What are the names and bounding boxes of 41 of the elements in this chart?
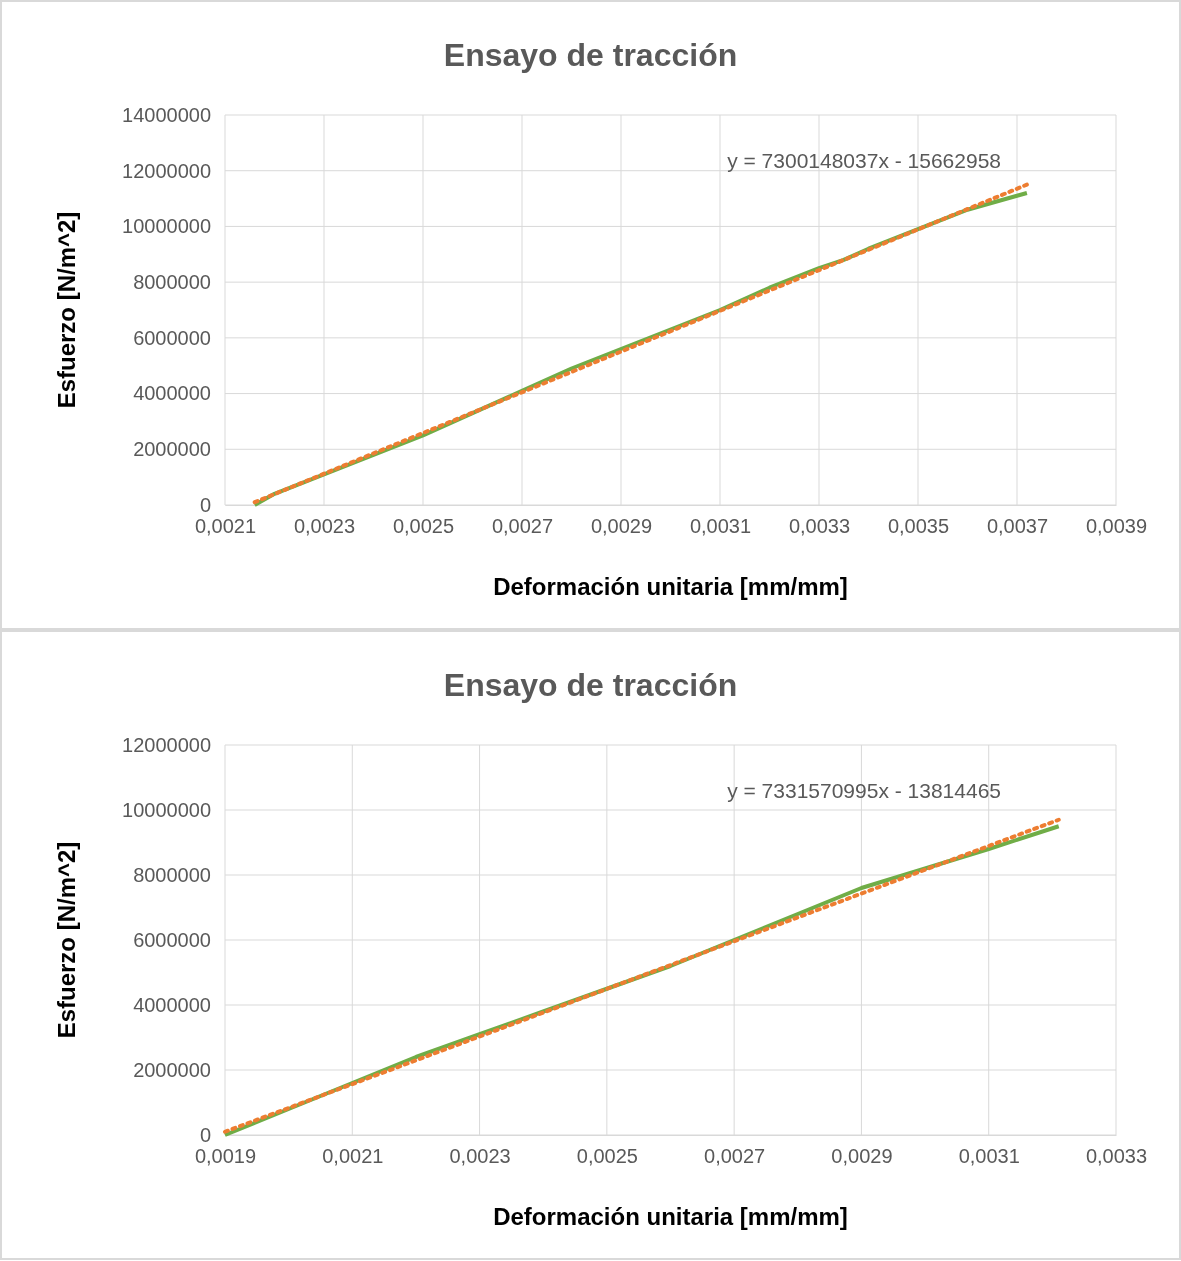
y-tick-label: 10000000: [122, 215, 211, 238]
x-tick-label: 0,0027: [704, 1145, 766, 1168]
x-tick-label: 0,0031: [689, 515, 752, 538]
y-tick-label: 12000000: [122, 159, 211, 182]
chart-title: Ensayo de tracción: [443, 667, 738, 703]
x-tick-label: 0,0025: [576, 1145, 638, 1168]
x-axis-title: Deformación unitaria [mm/mm]: [493, 1203, 848, 1230]
x-tick-label: 0,0033: [788, 515, 851, 538]
y-tick-label: 0: [199, 493, 211, 516]
annotation: y = 7331570995x - 13814465: [727, 778, 1001, 802]
y-tick-label: 12000000: [122, 733, 211, 756]
y-tick-label: 2000000: [133, 1058, 211, 1081]
y-tick-label: 4000000: [133, 993, 211, 1016]
x-tick-label: 0,0031: [958, 1145, 1020, 1168]
y-tick-label: 14000000: [122, 103, 211, 126]
y-tick-label: 8000000: [133, 271, 211, 294]
x-tick-label: 0,0027: [491, 515, 554, 538]
x-tick-label: 0,0021: [194, 515, 257, 538]
x-tick-label: 0,0037: [986, 515, 1049, 538]
y-axis-title: Esfuerzo [N/m^2]: [53, 211, 80, 409]
x-tick-label: 0,0021: [322, 1145, 384, 1168]
x-tick-label: 0,0039: [1085, 515, 1148, 538]
x-tick-label: 0,0025: [392, 515, 455, 538]
x-axis-title: Deformación unitaria [mm/mm]: [493, 573, 848, 600]
chart-title: Ensayo de tracción: [443, 37, 738, 73]
y-tick-label: 4000000: [133, 382, 211, 405]
y-axis-title: Esfuerzo [N/m^2]: [53, 841, 80, 1039]
x-tick-label: 0,0029: [831, 1145, 893, 1168]
y-tick-label: 6000000: [133, 928, 211, 951]
y-tick-label: 2000000: [133, 438, 211, 461]
x-tick-label: 0,0035: [887, 515, 950, 538]
x-tick-label: 0,0023: [293, 515, 356, 538]
annotation: y = 7300148037x - 15662958: [727, 148, 1001, 172]
x-tick-label: 0,0023: [449, 1145, 511, 1168]
x-tick-label: 0,0029: [590, 515, 653, 538]
x-tick-label: 0,0033: [1085, 1145, 1148, 1168]
y-tick-label: 6000000: [133, 326, 211, 349]
y-tick-label: 8000000: [133, 863, 211, 886]
y-tick-label: 10000000: [122, 798, 211, 821]
y-tick-label: 0: [199, 1123, 211, 1146]
x-tick-label: 0,0019: [194, 1145, 257, 1168]
